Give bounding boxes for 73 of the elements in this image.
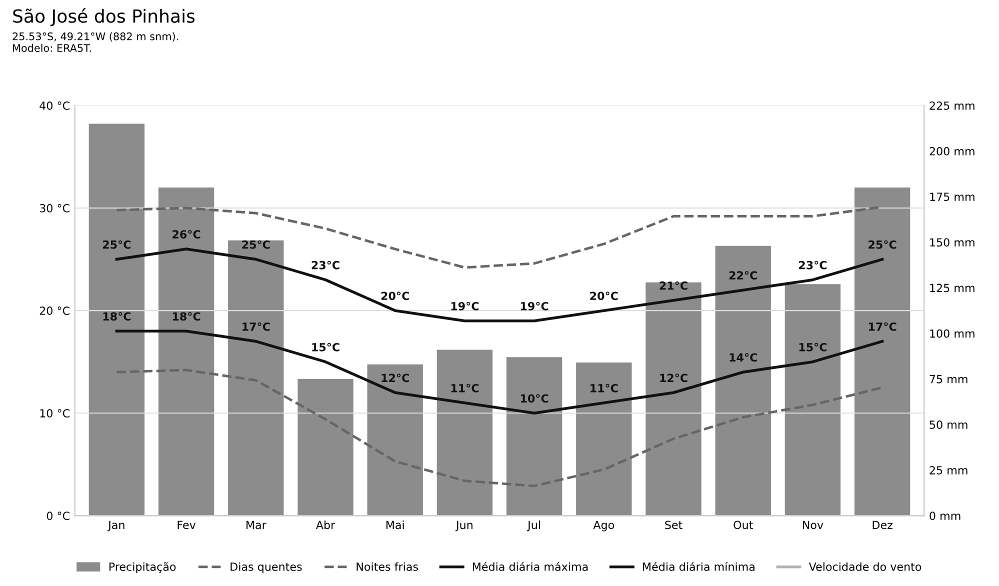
x-tick-label: Abr [316,520,336,530]
line-series [115,368,884,488]
bar [298,378,354,516]
y-tick-label: 30 °C [40,204,70,212]
y2-tick-label: 25 mm [930,466,968,474]
data-label: 11°C [590,384,618,392]
data-label: 22°C [729,271,757,280]
data-label: 19°C [451,302,479,310]
data-label: 23°C [312,260,340,270]
bar [854,188,910,516]
legend-label: Noites frias [356,562,418,571]
legend-label: Média diária mínima [643,562,754,571]
data-label: 15°C [799,342,827,352]
y2-tick-label: 150 mm [930,238,974,247]
y-tick-label: 0 °C [46,512,70,520]
x-tick-label: Mai [386,520,404,530]
y2-tick-label: 50 mm [930,420,968,429]
bar [436,350,493,516]
data-label: 19°C [520,302,548,310]
legend-label: Precipitação [109,562,176,574]
bar [646,282,702,516]
y2-tick-label: 125 mm [930,284,974,292]
x-tick-label: Jan [108,520,124,532]
x-tick-label: Dez [872,520,892,530]
data-label: 11°C [451,384,479,392]
data-label: 25°C [868,240,896,249]
data-label: 25°C [242,240,270,249]
x-tick-label: Jul [527,520,540,532]
bar [158,188,214,516]
data-label: 18°C [103,312,131,321]
legend-label: Média diária máxima [472,562,588,571]
bar [88,124,145,516]
data-label: 23°C [799,260,827,270]
legend-label: Dias quentes [230,562,302,574]
data-label: 21°C [660,281,688,290]
bar [715,246,771,516]
data-label: 12°C [382,374,409,382]
chart-subtitle: 25.53°S, 49.21°W (882 m snm). Modelo: ERA5T. [12,32,178,52]
line-series [115,330,884,415]
bar [784,284,841,516]
data-label: 20°C [381,292,409,300]
y2-tick-label: 0 mm [930,512,960,520]
y-tick-label: 40 °C [40,101,70,110]
x-tick-label: Ago [593,520,614,532]
data-label: 17°C [242,322,270,331]
bar [367,364,423,516]
chart-title: São José dos Pinhais [13,8,195,26]
x-tick-label: Jun [455,520,472,532]
data-label: 17°C [868,322,896,331]
bar [506,357,562,516]
data-label: 14°C [730,353,757,362]
bar [228,240,284,516]
legend-label: Velocidade do vento [808,562,922,571]
y2-tick-label: 75 mm [930,375,968,384]
data-label: 12°C [660,374,688,382]
data-label: 26°C [172,230,200,239]
y2-tick-label: 225 mm [930,101,974,110]
data-label: 15°C [312,342,340,352]
x-tick-label: Out [734,520,753,530]
x-tick-label: Nov [802,520,824,530]
y2-tick-label: 100 mm [930,329,974,338]
data-label: 18°C [172,312,200,321]
y2-tick-label: 200 mm [930,147,974,156]
y-tick-label: 10 °C [40,409,70,418]
x-tick-label: Set [665,520,682,530]
bar [576,362,632,516]
y2-tick-label: 175 mm [930,192,974,202]
x-tick-label: Fev [178,520,196,530]
data-label: 10°C [520,394,548,403]
x-tick-label: Mar [246,520,266,530]
y-tick-label: 20 °C [40,306,70,315]
data-label: 25°C [102,240,131,249]
data-label: 20°C [590,292,618,300]
